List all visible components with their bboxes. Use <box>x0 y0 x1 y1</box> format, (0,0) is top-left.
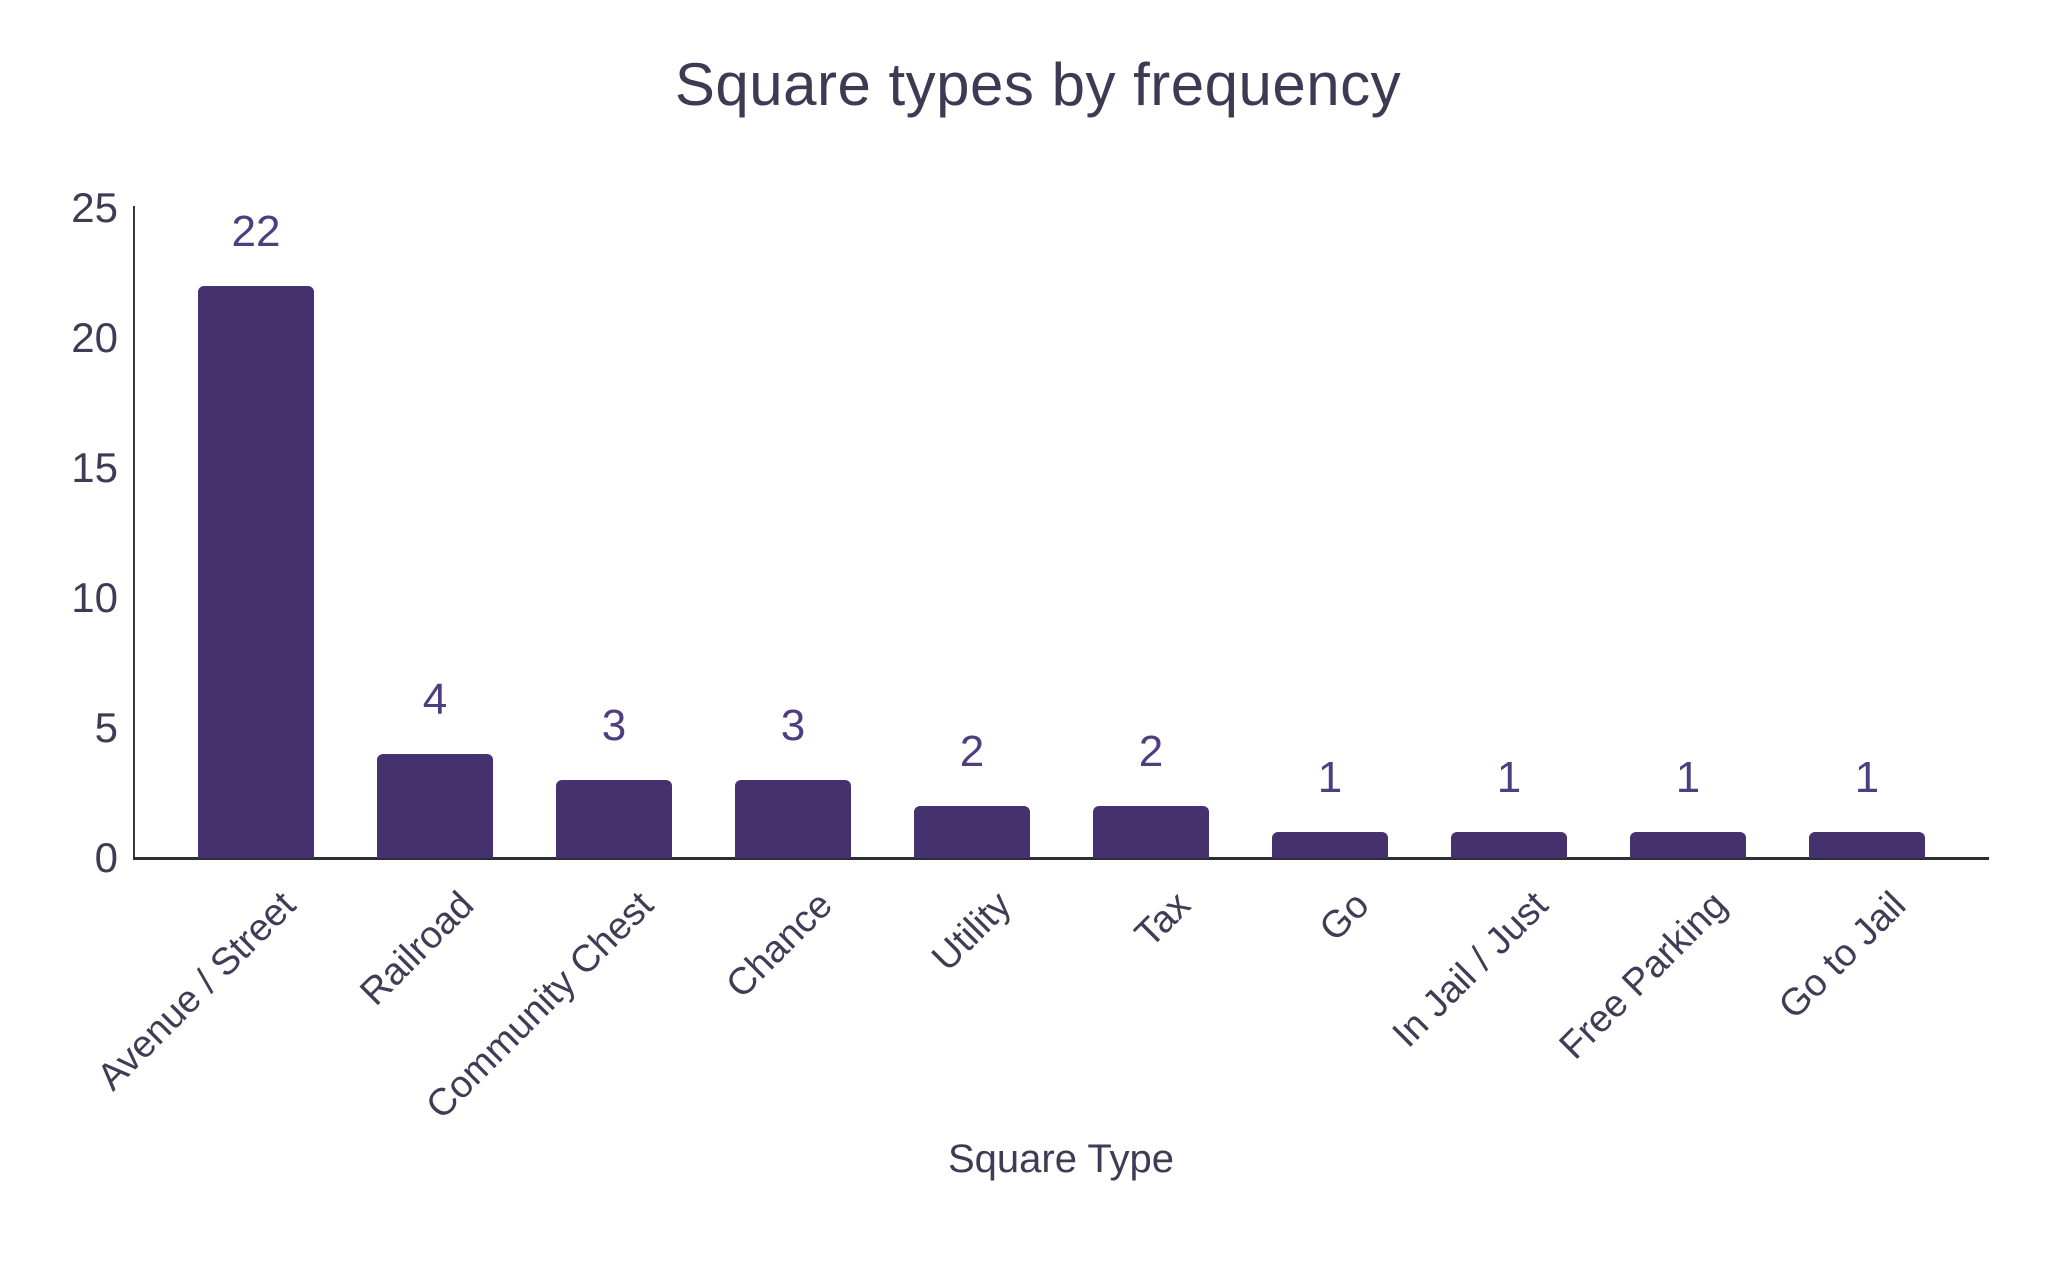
bar-value-label: 1 <box>1854 753 1880 802</box>
bar-value-label: 2 <box>959 727 985 776</box>
bar-value-label: 3 <box>601 701 627 750</box>
bar-value-label: 1 <box>1317 753 1343 802</box>
bar-value-label: 3 <box>780 701 806 750</box>
bar-value-label: 1 <box>1675 753 1701 802</box>
bar-value-label: 2 <box>1138 727 1164 776</box>
bar <box>1093 806 1209 858</box>
x-tick-label: Utility <box>924 884 1020 980</box>
bar-value-label: 4 <box>422 675 448 724</box>
x-axis-line <box>133 857 1989 860</box>
y-tick-label: 20 <box>71 314 118 361</box>
y-tick-label: 5 <box>94 704 118 751</box>
y-tick-label: 25 <box>71 184 118 231</box>
x-tick-label: Go to Jail <box>1771 884 1915 1028</box>
bar <box>735 780 851 858</box>
bar-value-label: 1 <box>1496 753 1522 802</box>
x-axis-title: Square Type <box>947 1137 1175 1181</box>
bar <box>556 780 672 858</box>
bar <box>198 286 314 858</box>
x-tick-label: Tax <box>1127 884 1199 956</box>
y-tick-label: 15 <box>71 444 118 491</box>
x-tick-label: Free Parking <box>1552 884 1736 1068</box>
y-tick-label: 10 <box>71 574 118 621</box>
bar <box>914 806 1030 858</box>
x-tick-label: Avenue / Street <box>89 884 304 1099</box>
x-tick-label: In Jail / Just <box>1385 884 1557 1056</box>
bar-value-label: 22 <box>231 207 281 256</box>
y-axis-line <box>133 206 135 860</box>
x-tick-label: Railroad <box>352 884 483 1014</box>
bar <box>1272 832 1388 858</box>
chart-title: Square types by frequency <box>674 51 1402 118</box>
x-tick-label: Go <box>1312 884 1378 950</box>
bar <box>1809 832 1925 858</box>
bar <box>1451 832 1567 858</box>
x-tick-label: Chance <box>718 884 841 1007</box>
bar <box>1630 832 1746 858</box>
y-tick-label: 0 <box>94 834 118 881</box>
bar <box>377 754 493 858</box>
